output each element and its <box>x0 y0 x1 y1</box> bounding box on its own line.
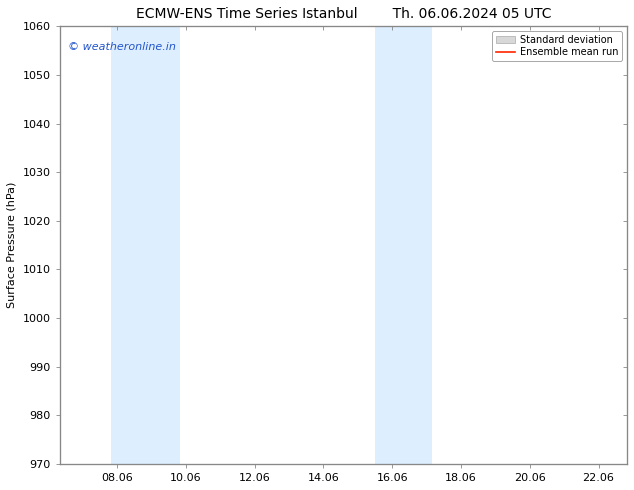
Bar <box>111 26 180 464</box>
Y-axis label: Surface Pressure (hPa): Surface Pressure (hPa) <box>7 182 17 308</box>
Legend: Standard deviation, Ensemble mean run: Standard deviation, Ensemble mean run <box>491 31 622 61</box>
Text: © weatheronline.in: © weatheronline.in <box>68 42 176 51</box>
Title: ECMW-ENS Time Series Istanbul        Th. 06.06.2024 05 UTC: ECMW-ENS Time Series Istanbul Th. 06.06.… <box>136 7 551 21</box>
Bar <box>375 26 432 464</box>
